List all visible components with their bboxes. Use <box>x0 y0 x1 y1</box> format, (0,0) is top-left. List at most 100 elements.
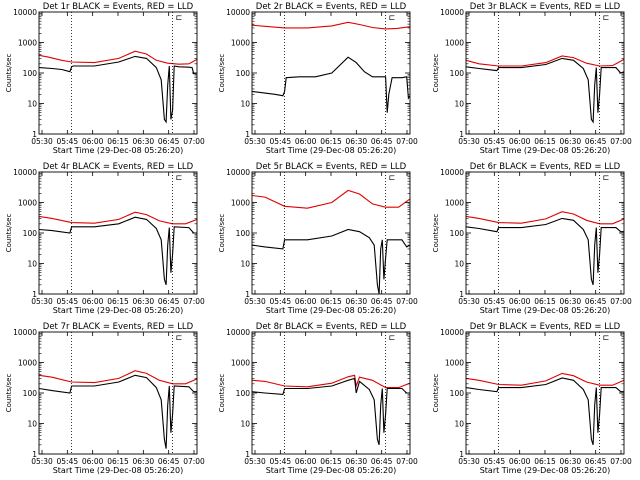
x-tick-label: 06:45 <box>585 297 607 306</box>
corner-mark: ⊏ <box>389 13 396 22</box>
y-tick-label: 1 <box>245 450 250 459</box>
x-tick-label: 06:15 <box>320 137 342 146</box>
y-tick-label: 10 <box>454 100 464 109</box>
x-tick-label: 06:00 <box>509 137 531 146</box>
y-tick-label: 1000 <box>445 359 464 368</box>
y-tick-label: 100 <box>23 389 38 398</box>
x-axis-label: Start Time (29-Dec-08 05:26:20) <box>266 306 397 315</box>
y-tick-label: 1 <box>245 290 250 299</box>
y-tick-label: 1 <box>245 130 250 139</box>
panel-5: Det 5r BLACK = Events, RED = LLD⊏ 05:30 05… <box>218 162 418 315</box>
x-tick-label: 06:00 <box>295 137 317 146</box>
x-tick-label: 06:45 <box>371 457 393 466</box>
x-axis-label: Start Time (29-Dec-08 05:26:20) <box>266 146 397 155</box>
y-tick-label: 10 <box>240 100 250 109</box>
series-events <box>39 55 197 124</box>
y-axis-label: Counts/sec <box>432 214 440 253</box>
x-tick-label: 05:30 <box>244 137 266 146</box>
y-tick-label: 10000 <box>226 328 250 337</box>
x-tick-label: 06:00 <box>82 297 104 306</box>
y-tick-label: 100 <box>450 389 465 398</box>
x-tick-label: 06:45 <box>158 137 180 146</box>
y-tick-label: 10 <box>240 260 250 269</box>
panel-9: Det 9r BLACK = Events, RED = LLD⊏ 05:30 05… <box>432 322 632 475</box>
x-tick-label: 07:00 <box>610 457 632 466</box>
panel-1: Det 1r BLACK = Events, RED = LLD⊏ 05:30 05… <box>5 2 205 155</box>
x-tick-label: 05:45 <box>484 457 506 466</box>
x-tick-label: 06:00 <box>295 457 317 466</box>
x-tick-label: 06:15 <box>107 457 129 466</box>
x-tick-label: 05:45 <box>57 297 79 306</box>
x-tick-label: 06:15 <box>534 137 556 146</box>
corner-mark: ⊏ <box>603 333 610 342</box>
series-lld <box>39 370 197 385</box>
y-tick-label: 1 <box>32 450 37 459</box>
plot-frame <box>38 11 198 135</box>
x-axis-label: Start Time (29-Dec-08 05:26:20) <box>53 306 184 315</box>
x-tick-label: 06:30 <box>346 457 368 466</box>
x-tick-label: 06:30 <box>560 457 582 466</box>
y-tick-label: 1 <box>32 290 37 299</box>
x-tick-label: 06:45 <box>371 137 393 146</box>
series-lld <box>466 211 624 225</box>
y-tick-label: 100 <box>236 389 251 398</box>
y-tick-label: 1 <box>459 130 464 139</box>
y-tick-label: 100 <box>23 229 38 238</box>
x-axis-label: Start Time (29-Dec-08 05:26:20) <box>480 466 611 475</box>
y-tick-label: 10000 <box>13 328 37 337</box>
panel-title: Det 6r BLACK = Events, RED = LLD <box>470 162 621 172</box>
series-events <box>466 377 624 445</box>
corner-mark: ⊏ <box>389 173 396 182</box>
y-tick-label: 100 <box>450 229 465 238</box>
x-tick-label: 05:30 <box>244 297 266 306</box>
panel-title: Det 3r BLACK = Events, RED = LLD <box>470 2 621 12</box>
x-tick-label: 06:45 <box>585 457 607 466</box>
series-events <box>466 57 624 124</box>
x-tick-label: 07:00 <box>183 457 205 466</box>
y-tick-label: 100 <box>236 69 251 78</box>
panel-title: Det 1r BLACK = Events, RED = LLD <box>43 2 194 12</box>
x-tick-label: 06:15 <box>534 297 556 306</box>
x-tick-label: 06:30 <box>133 297 155 306</box>
y-axis-label: Counts/sec <box>218 54 226 93</box>
panel-title: Det 5r BLACK = Events, RED = LLD <box>256 162 407 172</box>
plot-frame <box>465 171 625 295</box>
x-tick-label: 06:15 <box>107 297 129 306</box>
corner-mark: ⊏ <box>176 333 183 342</box>
series-events <box>252 56 410 113</box>
x-tick-label: 06:15 <box>534 457 556 466</box>
x-tick-label: 06:00 <box>82 137 104 146</box>
series-events <box>466 217 624 285</box>
x-tick-label: 05:30 <box>31 457 53 466</box>
x-tick-label: 06:30 <box>560 297 582 306</box>
y-tick-label: 1000 <box>445 199 464 208</box>
series-lld <box>466 55 624 67</box>
x-tick-label: 06:15 <box>107 137 129 146</box>
y-tick-label: 100 <box>450 69 465 78</box>
y-tick-label: 1000 <box>231 359 250 368</box>
y-axis-label: Counts/sec <box>5 374 13 413</box>
x-tick-label: 05:30 <box>244 457 266 466</box>
y-tick-label: 10000 <box>13 8 37 17</box>
x-tick-label: 06:30 <box>133 137 155 146</box>
series-lld <box>252 189 410 209</box>
series-events <box>252 228 410 294</box>
panel-2: Det 2r BLACK = Events, RED = LLD⊏ 05:30 05… <box>218 2 418 155</box>
x-tick-label: 06:45 <box>585 137 607 146</box>
y-tick-label: 100 <box>23 69 38 78</box>
x-tick-label: 07:00 <box>610 137 632 146</box>
y-tick-label: 1000 <box>231 199 250 208</box>
x-axis-label: Start Time (29-Dec-08 05:26:20) <box>266 466 397 475</box>
x-tick-label: 06:00 <box>509 457 531 466</box>
panel-title: Det 7r BLACK = Events, RED = LLD <box>43 322 194 332</box>
series-lld <box>466 372 624 386</box>
panel-6: Det 6r BLACK = Events, RED = LLD⊏ 05:30 05… <box>432 162 632 315</box>
x-tick-label: 06:30 <box>346 137 368 146</box>
y-tick-label: 1 <box>459 450 464 459</box>
y-tick-label: 1000 <box>18 39 37 48</box>
x-tick-label: 05:45 <box>57 457 79 466</box>
corner-mark: ⊏ <box>176 13 183 22</box>
plot-frame <box>251 171 411 295</box>
x-tick-label: 05:30 <box>458 137 480 146</box>
x-tick-label: 06:00 <box>509 297 531 306</box>
